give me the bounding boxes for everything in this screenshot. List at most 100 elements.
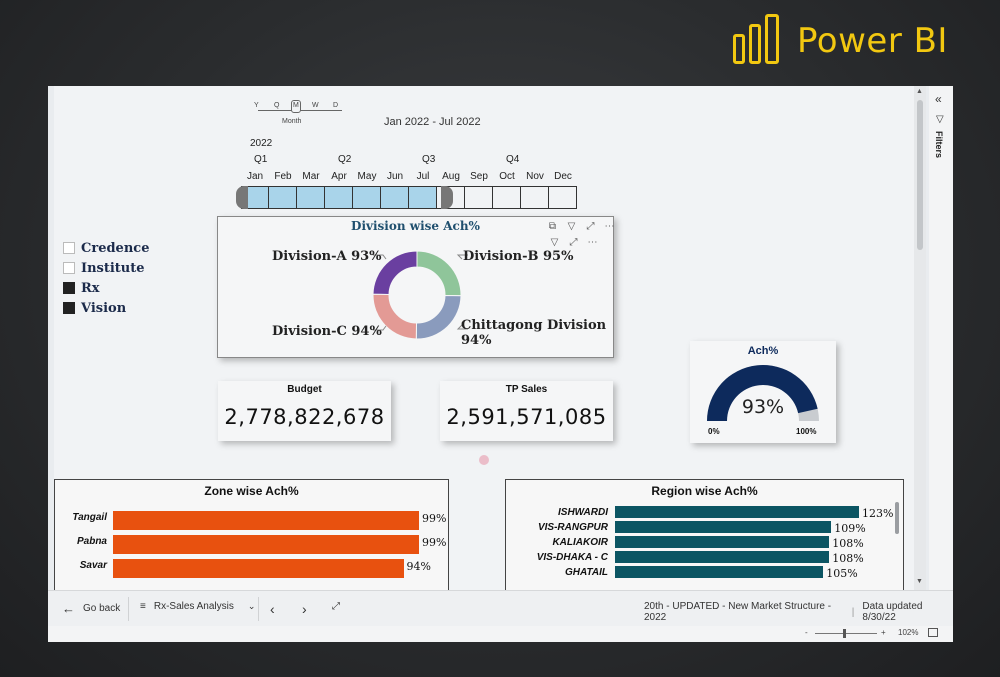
bar[interactable]: [615, 566, 824, 578]
bar[interactable]: [615, 506, 859, 518]
filter-icon[interactable]: ▽: [567, 221, 576, 232]
bar-data-label: 105%: [826, 567, 858, 580]
previous-page-button[interactable]: ‹: [270, 601, 275, 617]
leader-line: [373, 254, 387, 260]
focus-icon[interactable]: ⤢: [569, 237, 578, 248]
granularity-option[interactable]: M: [293, 102, 299, 109]
donut-label-division-b: Division-B 95%: [463, 249, 574, 264]
bar-data-label: 108%: [832, 537, 864, 550]
budget-card[interactable]: Budget 2,778,822,678: [218, 381, 391, 441]
scroll-up-icon[interactable]: ▲: [916, 88, 923, 95]
bar-category-label: Pabna: [76, 536, 107, 547]
slicer-item-credence[interactable]: Credence: [63, 238, 149, 258]
donut-slice[interactable]: [415, 294, 462, 340]
bar[interactable]: [113, 559, 404, 578]
timeline-bar[interactable]: [241, 186, 585, 209]
checkbox-icon[interactable]: [63, 242, 75, 254]
zoom-slider-thumb[interactable]: [843, 629, 846, 638]
bar-category-label: Savar: [79, 560, 107, 571]
slicer-item-rx[interactable]: Rx: [63, 278, 149, 298]
checkbox-checked-icon[interactable]: [63, 282, 75, 294]
focus-icon[interactable]: ⤢: [586, 221, 595, 232]
division-chart-title: Division wise Ach%: [351, 219, 480, 233]
page-selector[interactable]: ≡ Rx-Sales Analysis ⌄: [140, 601, 255, 612]
go-back-button[interactable]: ← Go back: [62, 601, 120, 616]
timeline-start-handle[interactable]: [236, 186, 248, 209]
checkbox-icon[interactable]: [63, 262, 75, 274]
bar[interactable]: [113, 535, 419, 554]
zoom-in-button[interactable]: +: [881, 628, 886, 637]
donut-label-chittagong: Chittagong Division 94%: [461, 318, 606, 348]
timeline-month-cell[interactable]: [409, 186, 437, 209]
timeline-month-cell[interactable]: [549, 186, 577, 209]
region-chart-card[interactable]: Region wise Ach% ISHWARDI 123% VIS-RANGPUR…: [505, 479, 904, 590]
canvas-scrollbar[interactable]: ▲ ▼: [914, 86, 926, 590]
page-list-icon: ≡: [140, 601, 146, 612]
timeline-month-label: Jan: [246, 171, 264, 182]
granularity-option[interactable]: D: [333, 102, 339, 109]
bar-category-label: Tangail: [72, 512, 107, 523]
bar-data-label: 99%: [422, 512, 447, 525]
timeline-month-cell[interactable]: [381, 186, 409, 209]
filters-label[interactable]: Filters: [934, 131, 944, 159]
report-title: 20th - UPDATED - New Market Structure - …: [644, 601, 832, 623]
leader-line: [373, 325, 387, 331]
granularity-selected-marker[interactable]: [291, 100, 301, 113]
timeline-month-cell[interactable]: [465, 186, 493, 209]
timeline-quarter: Q2: [338, 154, 352, 165]
granularity-option[interactable]: Q: [274, 102, 280, 109]
timeline-end-handle[interactable]: [441, 186, 453, 209]
timeline-month-cell[interactable]: [241, 186, 269, 209]
tp-sales-card[interactable]: TP Sales 2,591,571,085: [440, 381, 613, 441]
zoom-out-button[interactable]: -: [805, 628, 808, 637]
fit-to-page-icon[interactable]: [928, 628, 938, 637]
collapse-button[interactable]: ⤢: [332, 601, 340, 612]
donut-slice[interactable]: [372, 293, 418, 340]
more-icon[interactable]: ⋯: [604, 221, 615, 232]
copy-icon[interactable]: ⧉: [548, 221, 557, 232]
tp-sales-title: TP Sales: [505, 384, 548, 395]
bar-category-label: VIS-DHAKA - C: [536, 552, 608, 563]
chevron-right-icon: ›: [302, 601, 307, 617]
granularity-option[interactable]: Y: [254, 102, 259, 109]
timeline-month-cell[interactable]: [325, 186, 353, 209]
leader-line: [456, 324, 468, 330]
timeline-month-cell[interactable]: [353, 186, 381, 209]
filters-pane[interactable]: « ▽ Filters: [929, 86, 953, 590]
bar[interactable]: [113, 511, 419, 530]
timeline-month-cell[interactable]: [269, 186, 297, 209]
timeline-month-cell[interactable]: [297, 186, 325, 209]
timeline-month-cell[interactable]: [437, 186, 465, 209]
granularity-label: Month: [282, 118, 302, 125]
slicer-item-label: Institute: [81, 260, 145, 276]
division-chart-card[interactable]: Division wise Ach% ⧉ ▽ ⤢ ⋯ ▽ ⤢ ⋯ Divisio…: [217, 216, 615, 358]
timeline-month-cell[interactable]: [521, 186, 549, 209]
bar[interactable]: [615, 521, 832, 533]
gauge-min-label: 0%: [708, 427, 720, 436]
region-chart-title: Region wise Ach%: [651, 484, 758, 498]
timeline-date-range: Jan 2022 - Jul 2022: [384, 116, 481, 128]
scrollbar-thumb[interactable]: [917, 100, 923, 250]
power-bi-logo-icon: [733, 14, 781, 68]
donut-slice[interactable]: [416, 250, 462, 297]
next-page-button[interactable]: ›: [302, 601, 307, 617]
checkbox-checked-icon[interactable]: [63, 302, 75, 314]
bar[interactable]: [615, 551, 830, 563]
bar[interactable]: [615, 536, 830, 548]
more-icon[interactable]: ⋯: [587, 237, 598, 248]
donut-label-chittagong-name: Chittagong Division: [461, 318, 607, 333]
bar-category-label: ISHWARDI: [558, 507, 608, 518]
timeline-granularity-selector[interactable]: Y Q M W D Month: [254, 100, 346, 126]
zone-chart-card[interactable]: Zone wise Ach% Tangail 99% Pabna 99% Savar 94…: [54, 479, 449, 590]
achievement-gauge-card[interactable]: Ach% 93% 0% 100%: [690, 341, 836, 443]
timeline-month-cell[interactable]: [493, 186, 521, 209]
slicer-item-vision[interactable]: Vision: [63, 298, 149, 318]
filter-icon[interactable]: ▽: [550, 237, 559, 248]
double-chevron-left-icon[interactable]: «: [935, 92, 942, 106]
zoom-slider[interactable]: [815, 629, 877, 638]
region-chart-scrollbar[interactable]: [895, 502, 899, 534]
slicer-item-institute[interactable]: Institute: [63, 258, 149, 278]
scroll-down-icon[interactable]: ▼: [916, 578, 923, 585]
granularity-option[interactable]: W: [312, 102, 319, 109]
mouse-pointer: [479, 455, 489, 465]
